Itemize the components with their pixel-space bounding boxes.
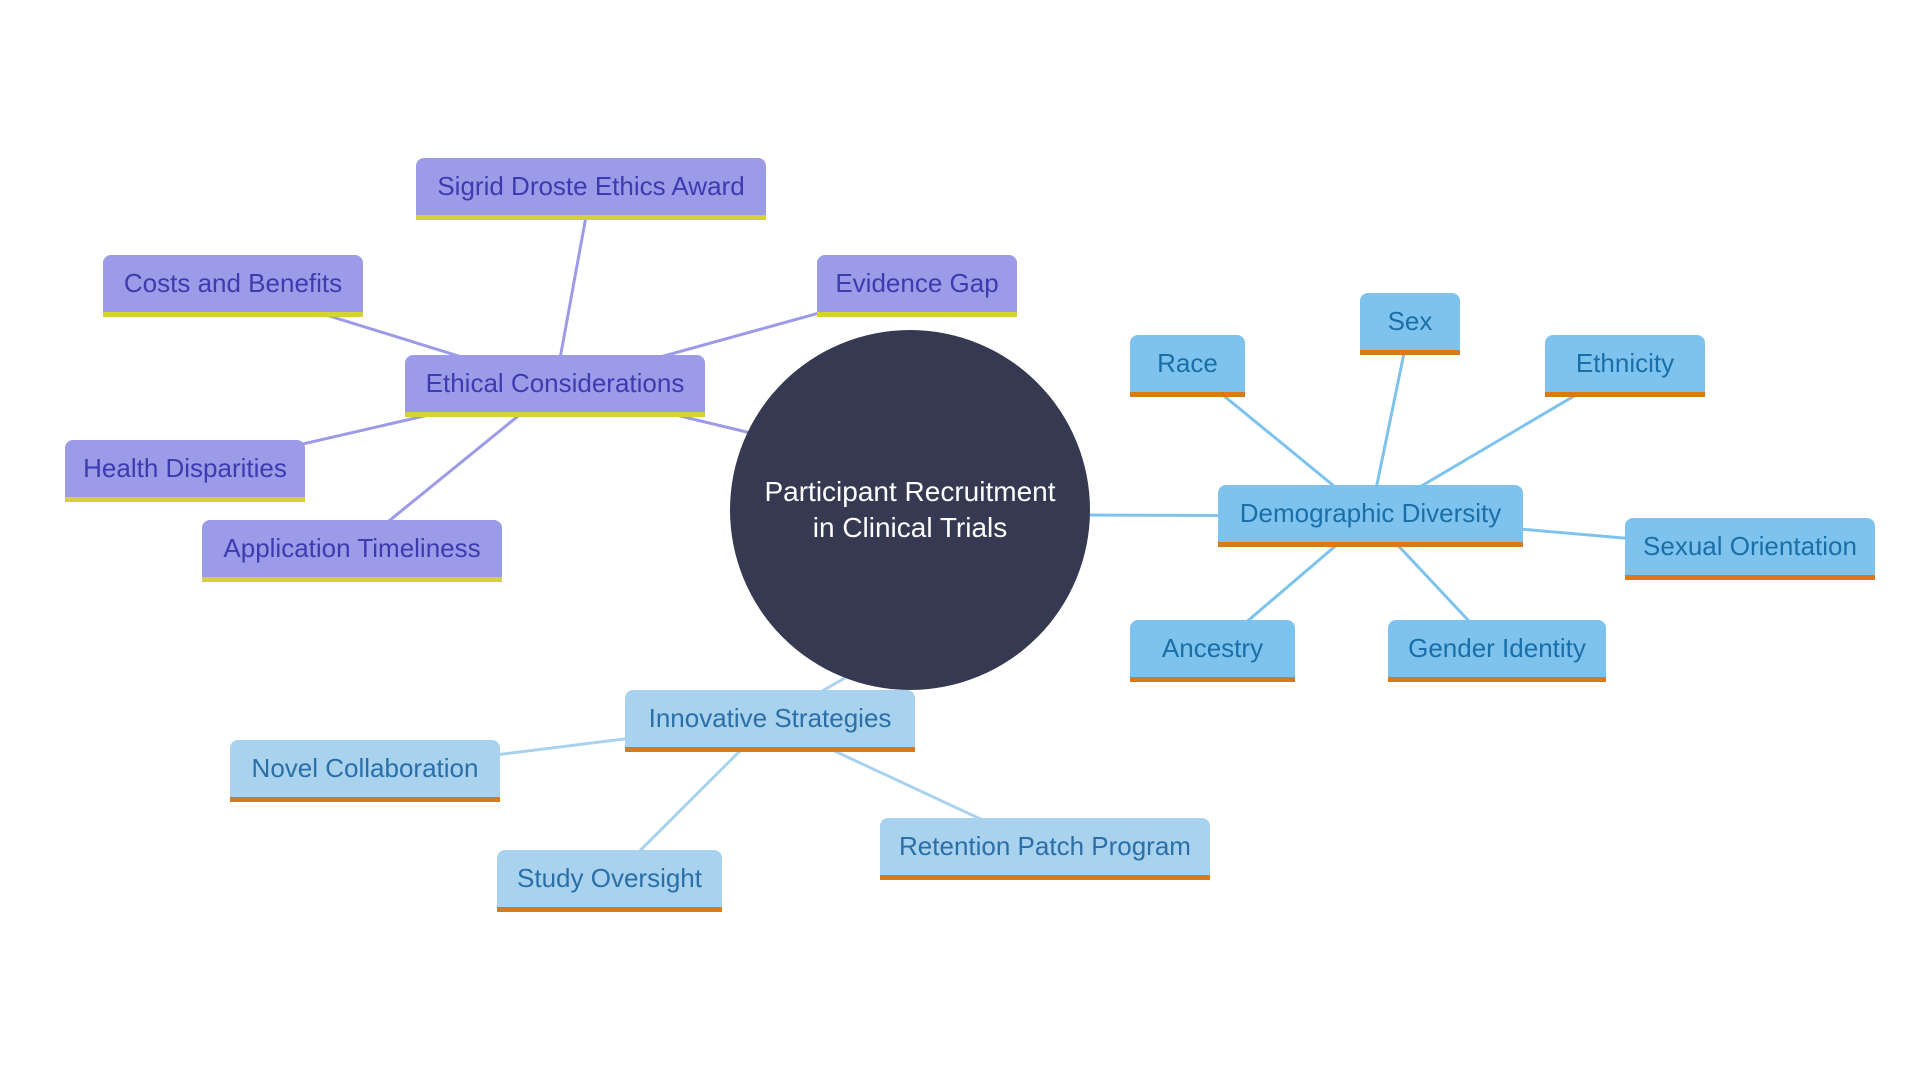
branch-ethical: Ethical Considerations — [405, 355, 705, 417]
leaf-oversight: Study Oversight — [497, 850, 722, 912]
leaf-orientation: Sexual Orientation — [1625, 518, 1875, 580]
leaf-ethnicity: Ethnicity — [1545, 335, 1705, 397]
leaf-evidence-label: Evidence Gap — [835, 267, 998, 300]
leaf-retention: Retention Patch Program — [880, 818, 1210, 880]
center-node: Participant Recruitment in Clinical Tria… — [730, 330, 1090, 690]
leaf-disparities-label: Health Disparities — [83, 452, 287, 485]
leaf-gender: Gender Identity — [1388, 620, 1606, 682]
leaf-sigrid: Sigrid Droste Ethics Award — [416, 158, 766, 220]
branch-ethical-label: Ethical Considerations — [426, 367, 685, 400]
leaf-collab-label: Novel Collaboration — [252, 752, 479, 785]
leaf-sigrid-label: Sigrid Droste Ethics Award — [437, 170, 744, 203]
leaf-timeliness-label: Application Timeliness — [223, 532, 480, 565]
leaf-sex: Sex — [1360, 293, 1460, 355]
leaf-gender-label: Gender Identity — [1408, 632, 1586, 665]
leaf-orientation-label: Sexual Orientation — [1643, 530, 1857, 563]
leaf-retention-label: Retention Patch Program — [899, 830, 1191, 863]
branch-demographic-label: Demographic Diversity — [1240, 497, 1502, 530]
center-node-label: Participant Recruitment in Clinical Tria… — [760, 474, 1060, 547]
leaf-collab: Novel Collaboration — [230, 740, 500, 802]
leaf-race: Race — [1130, 335, 1245, 397]
leaf-ethnicity-label: Ethnicity — [1576, 347, 1674, 380]
branch-innovative-label: Innovative Strategies — [649, 702, 892, 735]
leaf-disparities: Health Disparities — [65, 440, 305, 502]
leaf-ancestry: Ancestry — [1130, 620, 1295, 682]
leaf-race-label: Race — [1157, 347, 1218, 380]
leaf-timeliness: Application Timeliness — [202, 520, 502, 582]
leaf-costs: Costs and Benefits — [103, 255, 363, 317]
branch-innovative: Innovative Strategies — [625, 690, 915, 752]
leaf-oversight-label: Study Oversight — [517, 862, 702, 895]
leaf-evidence: Evidence Gap — [817, 255, 1017, 317]
leaf-sex-label: Sex — [1388, 305, 1433, 338]
leaf-ancestry-label: Ancestry — [1162, 632, 1263, 665]
leaf-costs-label: Costs and Benefits — [124, 267, 342, 300]
branch-demographic: Demographic Diversity — [1218, 485, 1523, 547]
